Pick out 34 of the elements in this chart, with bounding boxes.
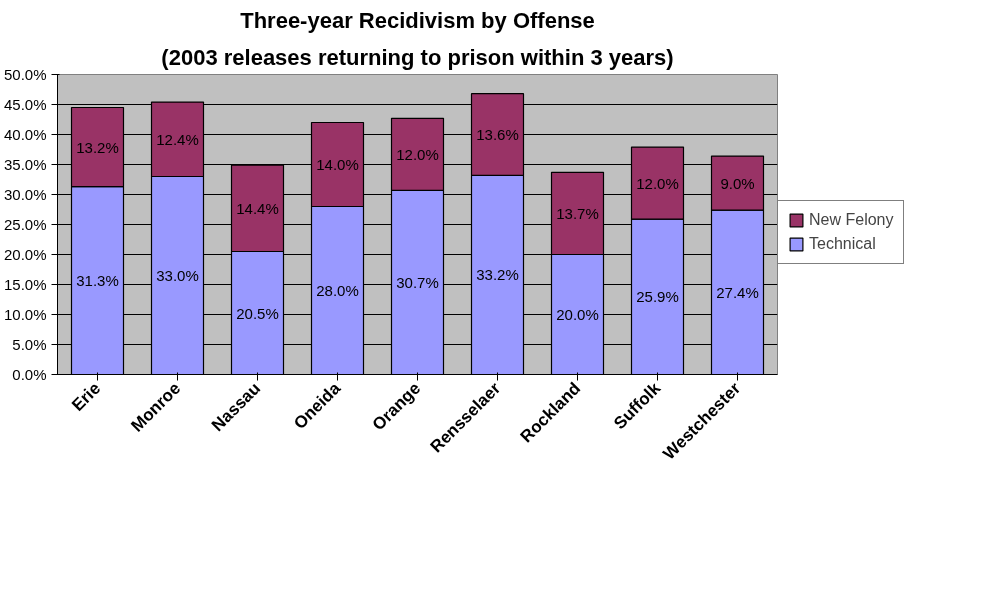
data-label: 14.0% — [316, 156, 359, 173]
data-label: 30.7% — [396, 273, 439, 291]
y-tick-label: 25.0% — [3, 216, 47, 233]
data-label: 12.0% — [636, 174, 679, 192]
x-tick-label: Erie — [68, 378, 105, 415]
y-tick-label: 10.0% — [3, 306, 47, 323]
data-label: 20.5% — [236, 304, 279, 322]
chart-subtitle: (2003 releases returning to prison within 3 years) — [161, 44, 674, 70]
data-label: 27.4% — [716, 283, 759, 301]
data-label: 14.4% — [236, 199, 279, 217]
data-label: 20.0% — [556, 306, 599, 323]
y-tick-label: 40.0% — [3, 126, 47, 143]
y-tick-label: 45.0% — [3, 96, 47, 113]
data-label: 31.3% — [76, 272, 119, 290]
legend-label: Technical — [809, 235, 876, 253]
data-label: 13.6% — [476, 126, 519, 143]
chart-title: Three-year Recidivism by Offense — [240, 7, 595, 33]
y-tick-label: 20.0% — [3, 246, 47, 263]
y-tick-label: 5.0% — [12, 336, 47, 353]
data-label: 12.4% — [156, 130, 199, 148]
legend-label: New Felony — [809, 211, 894, 229]
data-label: 25.9% — [636, 288, 679, 306]
data-label: 13.7% — [556, 204, 599, 222]
y-tick-label: 0.0% — [12, 366, 47, 383]
data-label: 28.0% — [316, 282, 359, 299]
y-tick-label: 35.0% — [3, 156, 47, 173]
data-label: 13.2% — [76, 138, 119, 156]
data-label: 9.0% — [720, 174, 755, 192]
data-label: 33.0% — [156, 267, 199, 284]
y-tick-label: 15.0% — [3, 276, 47, 293]
y-tick-label: 30.0% — [3, 186, 47, 203]
data-label: 33.2% — [476, 266, 519, 284]
y-tick-label: 50.0% — [3, 66, 47, 83]
data-label: 12.0% — [396, 145, 439, 163]
